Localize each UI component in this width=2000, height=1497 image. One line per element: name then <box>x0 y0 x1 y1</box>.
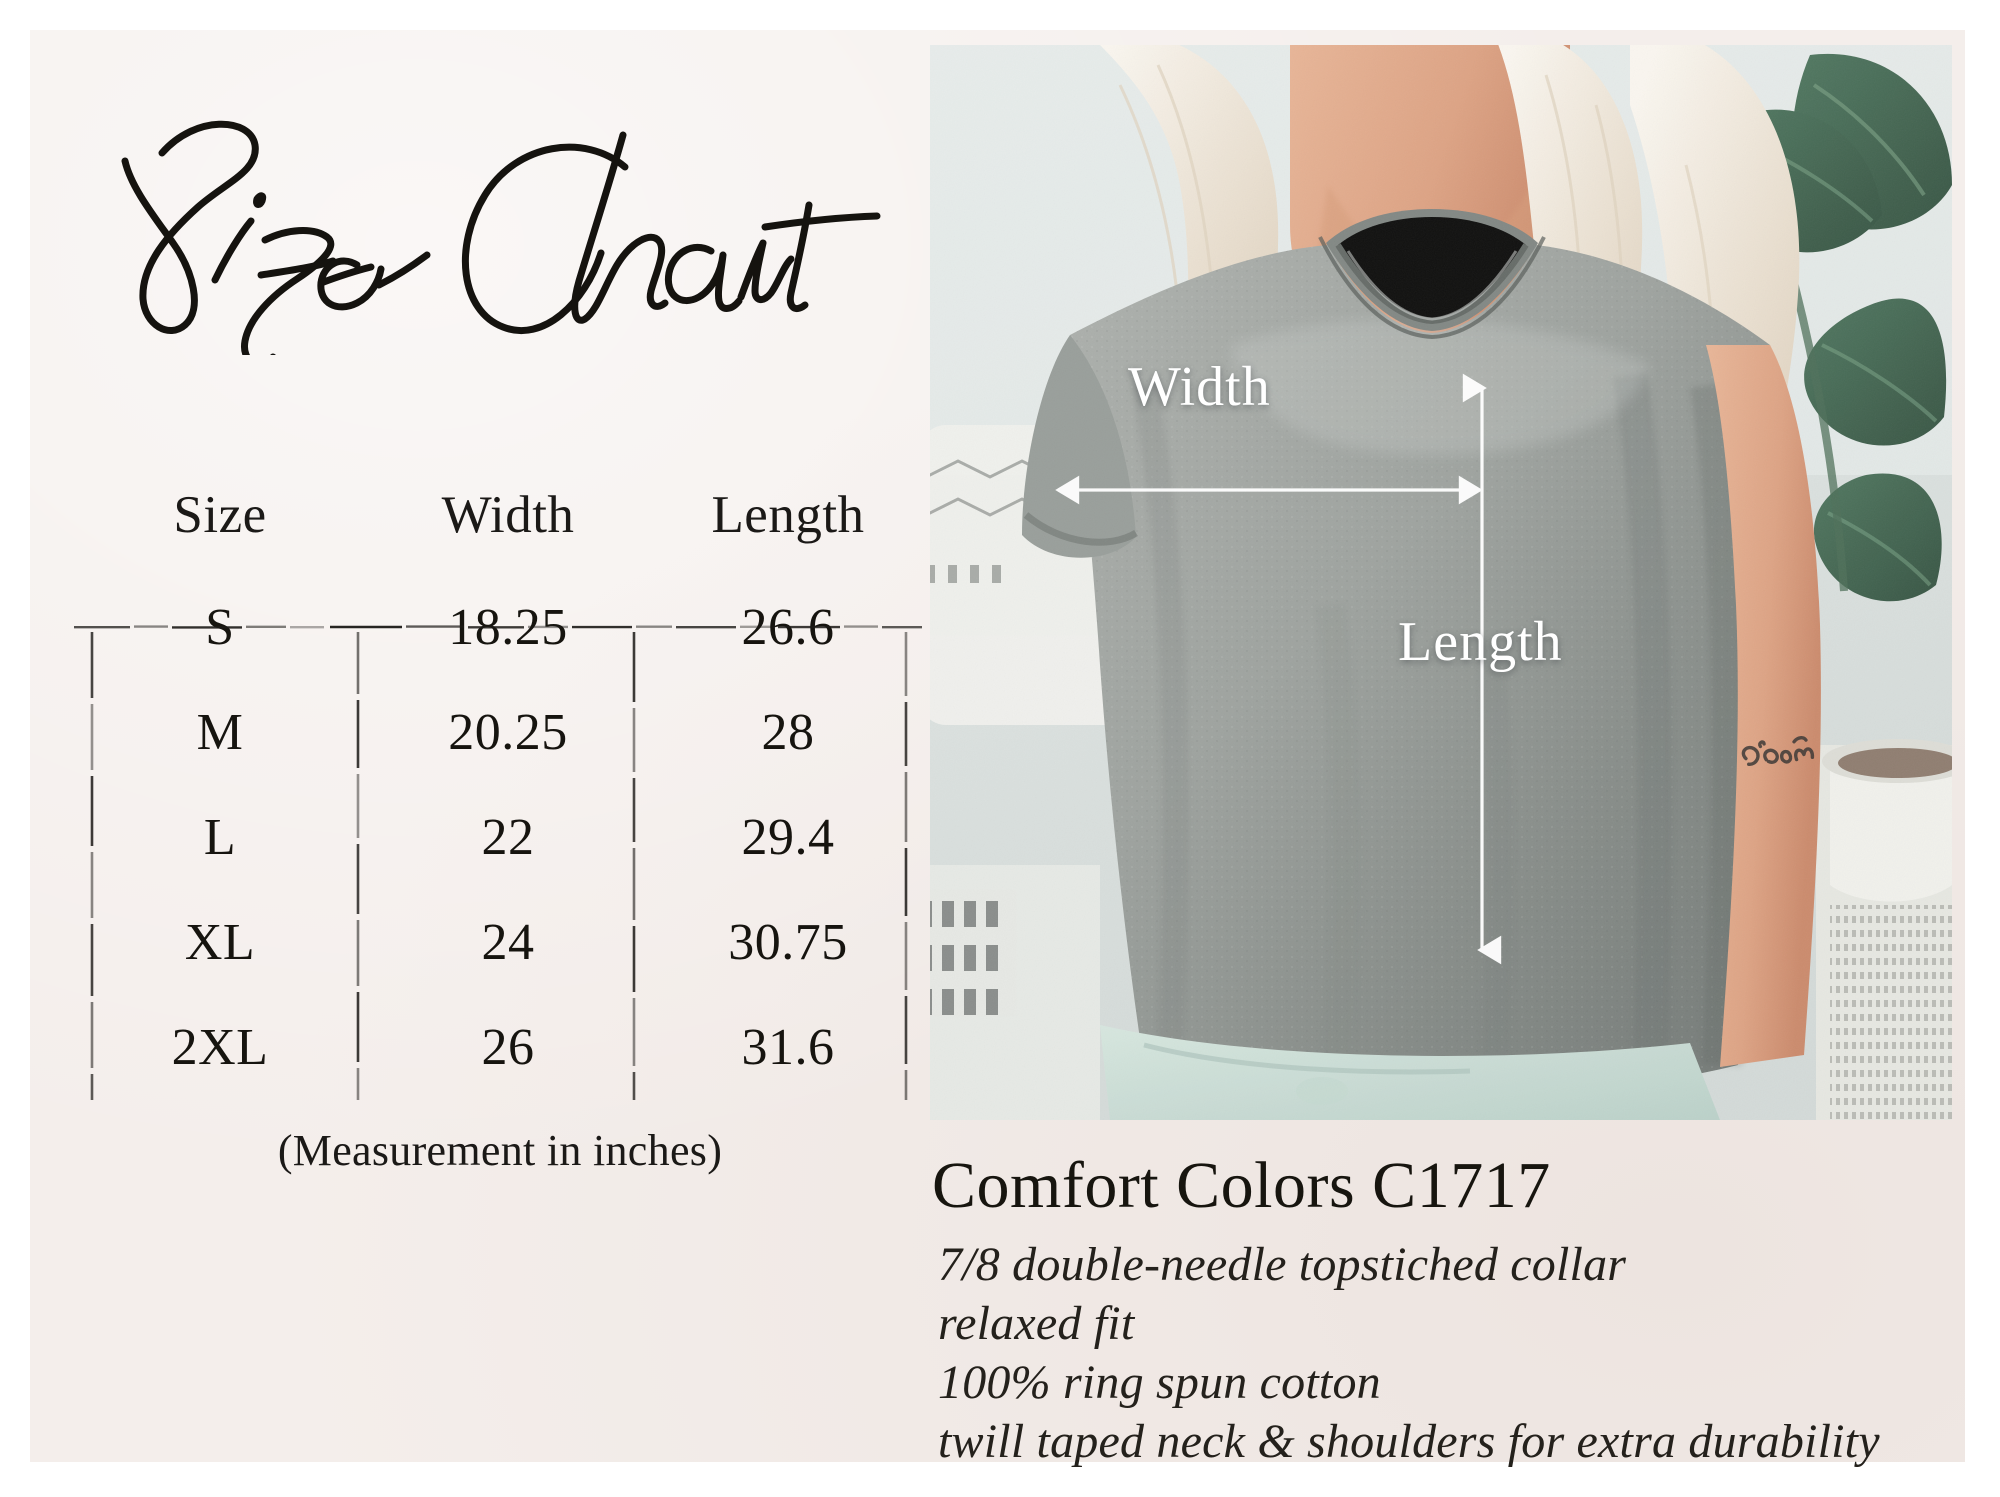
measurement-note: (Measurement in inches) <box>277 1126 723 1175</box>
cell-size: M <box>196 704 244 761</box>
feature-line: relaxed fit <box>938 1297 1135 1350</box>
column-header-size: Size <box>173 486 267 544</box>
page-title <box>65 75 905 355</box>
table-header-rule <box>72 623 924 631</box>
cell-width: 22 <box>481 809 535 866</box>
cell-size: XL <box>184 914 256 971</box>
left-column: Size Width Length S 18.25 26.6 M 20.25 2… <box>30 30 930 1462</box>
feature-line: 7/8 double-needle topstiched collar <box>938 1238 1627 1291</box>
column-header-width: Width <box>441 486 575 544</box>
cell-width: 24 <box>481 914 535 971</box>
cell-size: 2XL <box>171 1019 269 1076</box>
table-row: L 22 29.4 <box>70 785 930 890</box>
product-photo <box>930 45 1952 1120</box>
table-column-dividers <box>70 630 930 1105</box>
cell-width: 26 <box>481 1019 535 1076</box>
cell-length: 31.6 <box>741 1019 835 1076</box>
column-header-length: Length <box>711 486 865 544</box>
product-features: 7/8 double-needle topstiched collar rela… <box>938 1235 1968 1471</box>
table-row: 2XL 26 31.6 <box>70 995 930 1100</box>
feature-line: twill taped neck & shoulders for extra d… <box>938 1415 1880 1468</box>
cell-length: 29.4 <box>741 809 835 866</box>
cell-length: 28 <box>761 704 815 761</box>
table-row: XL 24 30.75 <box>70 890 930 995</box>
size-table: Size Width Length S 18.25 26.6 M 20.25 2… <box>70 485 930 1100</box>
cell-length: 30.75 <box>728 914 848 971</box>
right-column: Width Length Comfort Colors C1717 7/8 do… <box>930 30 1965 1468</box>
product-title: Comfort Colors C1717 <box>932 1149 1551 1222</box>
cell-width: 20.25 <box>448 704 568 761</box>
table-row: M 20.25 28 <box>70 680 930 785</box>
table-header-row: Size Width Length <box>70 485 930 575</box>
cell-size: L <box>203 809 237 866</box>
feature-line: 100% ring spun cotton <box>938 1356 1381 1409</box>
